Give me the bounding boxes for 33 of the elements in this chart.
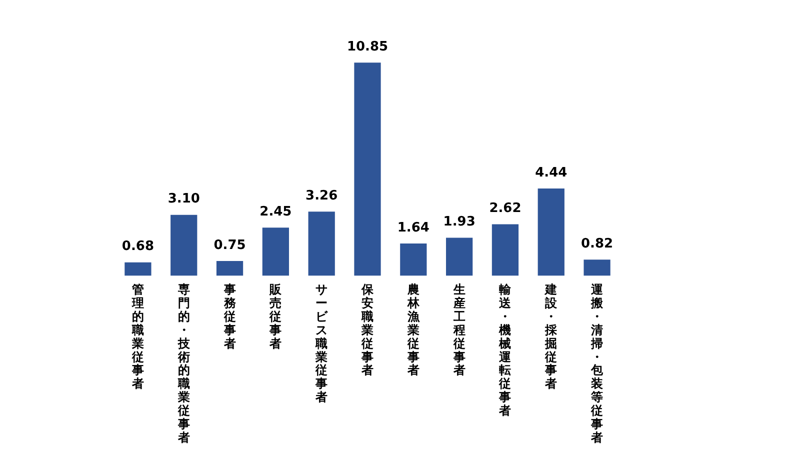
data-label: 2.45 xyxy=(260,204,292,220)
data-label: 3.10 xyxy=(168,192,200,207)
bar xyxy=(124,262,152,276)
bar xyxy=(308,212,335,276)
data-label: 0.82 xyxy=(581,236,614,252)
data-label: 10.85 xyxy=(346,39,388,54)
data-label: 0.75 xyxy=(214,238,246,253)
x-tick-label: 生産工程従事者 xyxy=(452,282,466,378)
category-label: 輸送・機械運転従事者 xyxy=(499,282,512,418)
bar xyxy=(216,260,244,276)
category-label: 専門的・技術的職業従事者 xyxy=(178,282,190,444)
x-tick-label: 事務従事者 xyxy=(222,282,237,350)
bar xyxy=(538,188,564,276)
data-label: 1.93 xyxy=(443,214,476,230)
data-label: 2.62 xyxy=(489,201,522,216)
x-tick-label: 販売従事者 xyxy=(268,282,283,350)
data-label: 1.64 xyxy=(397,220,430,236)
bar xyxy=(584,260,610,276)
bar xyxy=(446,238,473,276)
bar xyxy=(354,62,381,276)
x-tick-label: 保安職業従事者 xyxy=(360,282,374,378)
category-label: 運搬・清掃・包装等従事者 xyxy=(591,282,604,444)
x-tick-label: 管理的職業従事者 xyxy=(130,282,144,391)
x-tick-label: 農林漁業従事者 xyxy=(406,282,420,378)
x-tick-label: 建設・採掘従事者 xyxy=(544,282,558,391)
data-label: 0.68 xyxy=(122,239,154,254)
bar xyxy=(400,244,427,276)
bar xyxy=(492,224,519,276)
category-label: サービス職業従事者 xyxy=(316,282,328,404)
data-label: 3.26 xyxy=(306,188,338,204)
bar xyxy=(170,214,198,276)
bar xyxy=(262,228,289,276)
data-label: 4.44 xyxy=(535,165,568,180)
